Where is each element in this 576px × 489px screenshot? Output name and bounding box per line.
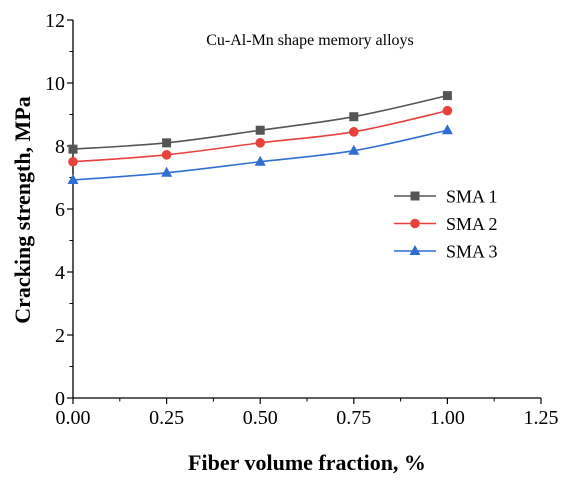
chart-annotation: Cu-Al-Mn shape memory alloys — [206, 32, 414, 49]
x-tick-label: 1.25 — [524, 407, 559, 429]
data-point — [255, 138, 265, 148]
series-1 — [68, 91, 452, 154]
ticks: 0.00 0.25 0.50 0.75 1.00 1.25 0 2 4 6 8 10 12 — [45, 10, 559, 429]
series-2 — [68, 105, 453, 167]
legend: SMA 1 SMA 2 SMA 3 — [394, 187, 498, 262]
y-tick-label: 10 — [45, 73, 65, 95]
data-point — [255, 125, 265, 135]
y-tick-label: 6 — [55, 199, 65, 221]
legend-item: SMA 3 — [394, 242, 498, 262]
data-point — [161, 150, 172, 160]
data-point — [441, 124, 453, 135]
data-point — [67, 174, 79, 185]
y-tick-label: 2 — [55, 325, 65, 347]
legend-item: SMA 1 — [394, 187, 498, 207]
legend-label: SMA 2 — [446, 214, 498, 234]
legend-label: SMA 3 — [446, 242, 498, 262]
legend-item: SMA 2 — [394, 214, 498, 234]
legend-marker — [410, 218, 420, 229]
x-tick-label: 0.50 — [243, 407, 278, 429]
legend-marker — [409, 245, 421, 255]
x-tick-label: 1.00 — [430, 407, 465, 429]
series-3 — [67, 124, 453, 185]
data-point — [254, 155, 266, 166]
y-tick-label: 0 — [55, 388, 65, 410]
legend-marker — [410, 191, 420, 201]
series-layer — [67, 91, 453, 185]
y-tick-label: 4 — [55, 262, 65, 284]
y-tick-label: 8 — [55, 136, 65, 158]
data-point — [442, 105, 453, 116]
data-point — [161, 166, 173, 177]
series-line — [72, 129, 448, 181]
data-point — [442, 91, 452, 101]
data-point — [348, 144, 360, 155]
data-point — [349, 127, 359, 137]
data-point — [162, 138, 172, 148]
y-tick-label: 12 — [45, 10, 65, 32]
legend-label: SMA 1 — [446, 187, 498, 207]
data-point — [68, 156, 78, 167]
data-point — [349, 112, 359, 122]
axes — [72, 20, 541, 399]
y-axis-title: Cracking strength, MPa — [10, 96, 35, 324]
x-tick-label: 0.25 — [149, 407, 184, 429]
x-axis-title: Fiber volume fraction, % — [188, 450, 426, 475]
x-tick-label: 0.75 — [336, 407, 371, 429]
series-line — [72, 109, 448, 163]
x-tick-label: 0.00 — [56, 407, 91, 429]
data-point — [68, 144, 78, 154]
